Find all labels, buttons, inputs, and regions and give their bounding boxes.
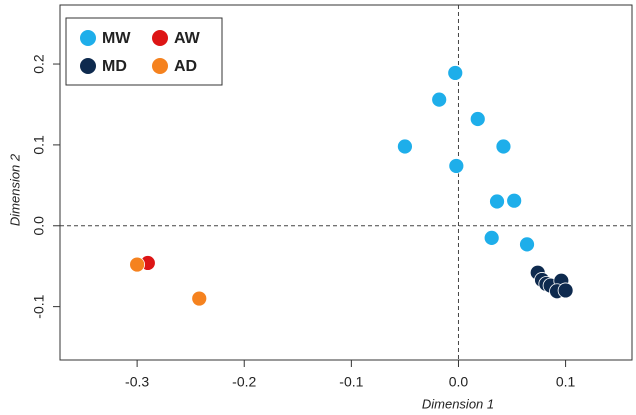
legend-label: AD	[174, 58, 197, 75]
y-tick-label: 0.2	[31, 54, 47, 74]
point	[448, 158, 465, 174]
point	[431, 91, 448, 108]
point	[129, 256, 146, 273]
legend-marker	[152, 30, 168, 46]
plot-frame	[59, 4, 633, 361]
point	[489, 193, 505, 210]
y-tick-label: 0.1	[31, 135, 47, 155]
legend-marker	[152, 58, 168, 74]
legend-box	[65, 17, 223, 86]
point	[495, 138, 512, 155]
legend-label: AW	[174, 30, 201, 47]
legend-label: MW	[102, 30, 131, 47]
point	[506, 192, 523, 209]
point	[519, 236, 535, 253]
x-axis-label: Dimension 1	[422, 396, 494, 411]
x-tick-label: -0.2	[232, 374, 256, 390]
point	[483, 229, 500, 246]
legend-label: MD	[102, 58, 127, 75]
point	[557, 282, 574, 299]
x-tick-label: 0.1	[556, 374, 576, 390]
x-tick-label: 0.0	[449, 374, 469, 390]
y-tick-label: 0.0	[31, 216, 47, 236]
y-tick-label: -0.1	[31, 294, 47, 318]
legend-marker	[80, 58, 96, 74]
x-tick-label: -0.3	[125, 374, 149, 390]
point	[191, 290, 208, 307]
point	[397, 138, 413, 155]
legend-marker	[80, 30, 96, 46]
x-tick-label: -0.1	[339, 374, 363, 390]
point	[469, 111, 486, 127]
point	[447, 65, 464, 81]
y-axis-label: Dimension 2	[7, 153, 22, 226]
